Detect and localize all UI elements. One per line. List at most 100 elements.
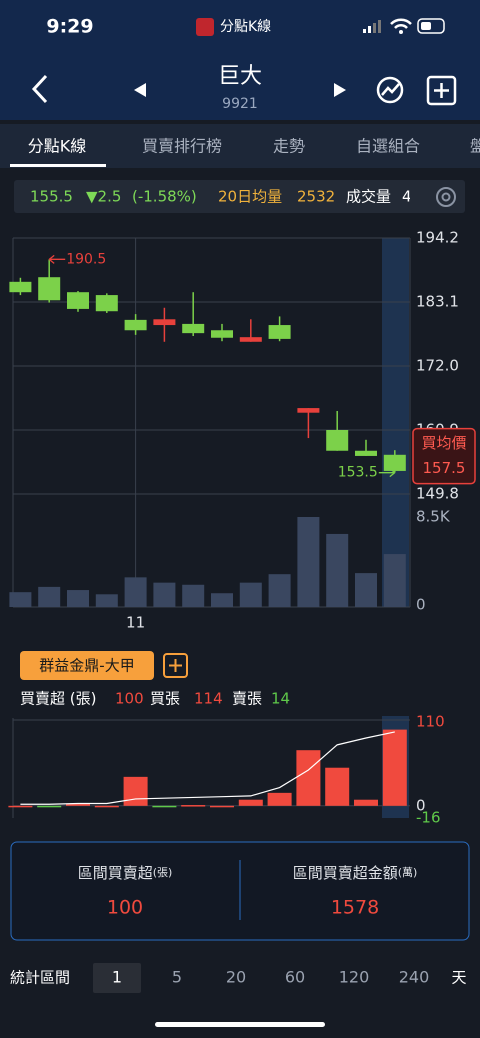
battery bbox=[417, 18, 445, 34]
candle-body bbox=[355, 450, 377, 456]
line bbox=[20, 731, 395, 805]
bar bbox=[37, 805, 62, 808]
volume-bar bbox=[182, 584, 205, 607]
candle-body bbox=[297, 408, 320, 413]
quote-avg-value: 2532 bbox=[297, 188, 335, 206]
avg-buy-value: 157.5 bbox=[423, 459, 466, 477]
sell-label: 賣張 bbox=[232, 690, 262, 708]
bar bbox=[8, 805, 33, 808]
volume-bar bbox=[95, 594, 118, 607]
quote-price: 155.5 bbox=[30, 188, 73, 206]
y-tick-label: 172.0 bbox=[416, 357, 459, 375]
bar bbox=[210, 805, 234, 808]
stock-name: 巨大 bbox=[218, 64, 262, 89]
quote-volume-label: 成交量 bbox=[346, 188, 391, 206]
bar bbox=[152, 805, 177, 808]
period-option[interactable]: 120 bbox=[339, 968, 370, 987]
period-option[interactable]: 1 bbox=[112, 968, 122, 987]
y-tick-label: -16 bbox=[416, 809, 441, 827]
candle-body bbox=[239, 337, 262, 342]
stock-code: 9921 bbox=[222, 96, 258, 112]
volume-bar bbox=[297, 517, 320, 607]
volume-bar bbox=[383, 554, 406, 607]
next-button[interactable] bbox=[334, 83, 346, 97]
period-unit: 天 bbox=[451, 969, 466, 987]
volume-bar bbox=[355, 573, 377, 607]
volume-bar bbox=[239, 582, 262, 607]
y-tick-label: 194.2 bbox=[416, 229, 459, 247]
status-time: 9:29 bbox=[46, 16, 93, 38]
volume-bar bbox=[38, 586, 61, 607]
summary-value: 1578 bbox=[331, 897, 379, 919]
candle-body bbox=[9, 281, 32, 293]
buy-label: 買張 bbox=[150, 690, 180, 708]
x-tick-label: 11 bbox=[126, 614, 145, 632]
tab-underline bbox=[10, 164, 106, 167]
quote-change-pct: (-1.58%) bbox=[132, 188, 197, 206]
period-option[interactable]: 5 bbox=[172, 968, 182, 987]
max-label: 190.5 bbox=[66, 251, 106, 267]
tab[interactable]: 走勢 bbox=[273, 137, 305, 156]
tab-bar bbox=[0, 124, 480, 168]
quote-clip: 155.5 ▼2.5 (-1.58%) 20日均量 2532 成交量 45 bbox=[30, 188, 410, 206]
tab[interactable]: 分點K線 bbox=[28, 137, 87, 156]
y-tick-label: 0 bbox=[416, 796, 426, 814]
selected-column bbox=[382, 238, 409, 607]
bar bbox=[325, 767, 350, 806]
net-label: 買賣超 (張) bbox=[20, 690, 96, 708]
y-tick-label: 183.1 bbox=[416, 293, 459, 311]
candle-body bbox=[211, 330, 233, 338]
candle-body bbox=[182, 323, 205, 334]
candle-body bbox=[67, 292, 89, 309]
add-icon[interactable] bbox=[426, 75, 457, 106]
broker-add[interactable] bbox=[163, 653, 188, 678]
buy-value: 114 bbox=[194, 690, 223, 708]
trend-icon[interactable] bbox=[376, 76, 404, 104]
broker-chip[interactable] bbox=[20, 651, 154, 680]
summary-label-text: 區間買賣超 bbox=[78, 864, 153, 882]
quote-avg-label: 20日均量 bbox=[218, 188, 282, 206]
period-option[interactable]: 240 bbox=[399, 968, 430, 987]
bar bbox=[267, 792, 292, 806]
y-tick-label: 110 bbox=[416, 713, 445, 731]
max-arrow bbox=[48, 254, 66, 264]
candle-body bbox=[124, 319, 147, 331]
settings-icon[interactable] bbox=[436, 187, 456, 207]
candle-body bbox=[383, 454, 406, 471]
tab[interactable]: 自選組合 bbox=[356, 137, 420, 156]
volume-bar bbox=[124, 577, 147, 607]
bar bbox=[66, 803, 90, 806]
candle-body bbox=[95, 295, 118, 312]
summary-label-text: 區間買賣超金額 bbox=[293, 864, 398, 882]
prev-button[interactable] bbox=[134, 83, 146, 97]
period-option[interactable]: 60 bbox=[285, 968, 305, 987]
battery-level bbox=[421, 22, 431, 30]
bar bbox=[238, 799, 263, 806]
volume-bar bbox=[153, 582, 176, 607]
tab[interactable]: 盤 bbox=[470, 137, 480, 156]
wifi bbox=[390, 18, 412, 29]
volume-bar bbox=[9, 592, 32, 607]
wifi-dot bbox=[399, 30, 403, 34]
avg-buy-label: 買均價 bbox=[421, 434, 466, 452]
back-button[interactable] bbox=[31, 74, 48, 104]
volume-tick-label: 0 bbox=[416, 596, 426, 614]
volume-tick-label: 8.5K bbox=[416, 508, 451, 526]
bar bbox=[354, 799, 378, 806]
summary-label: 區間買賣超(張) bbox=[78, 864, 173, 882]
volume-bar bbox=[326, 533, 349, 607]
quote-box bbox=[14, 180, 465, 213]
signal bbox=[363, 20, 381, 33]
period-label: 統計區間 bbox=[10, 969, 70, 987]
app-icon bbox=[196, 18, 214, 36]
volume-bar bbox=[211, 593, 233, 607]
app-title: 分點K線 bbox=[220, 19, 271, 35]
period-selected bbox=[93, 963, 141, 993]
tab[interactable]: 買賣排行榜 bbox=[142, 137, 222, 156]
sell-value: 14 bbox=[271, 690, 290, 708]
summary-label: 區間買賣超金額(萬) bbox=[293, 864, 418, 882]
period-option[interactable]: 20 bbox=[226, 968, 246, 987]
summary-unit: (萬) bbox=[398, 866, 418, 879]
